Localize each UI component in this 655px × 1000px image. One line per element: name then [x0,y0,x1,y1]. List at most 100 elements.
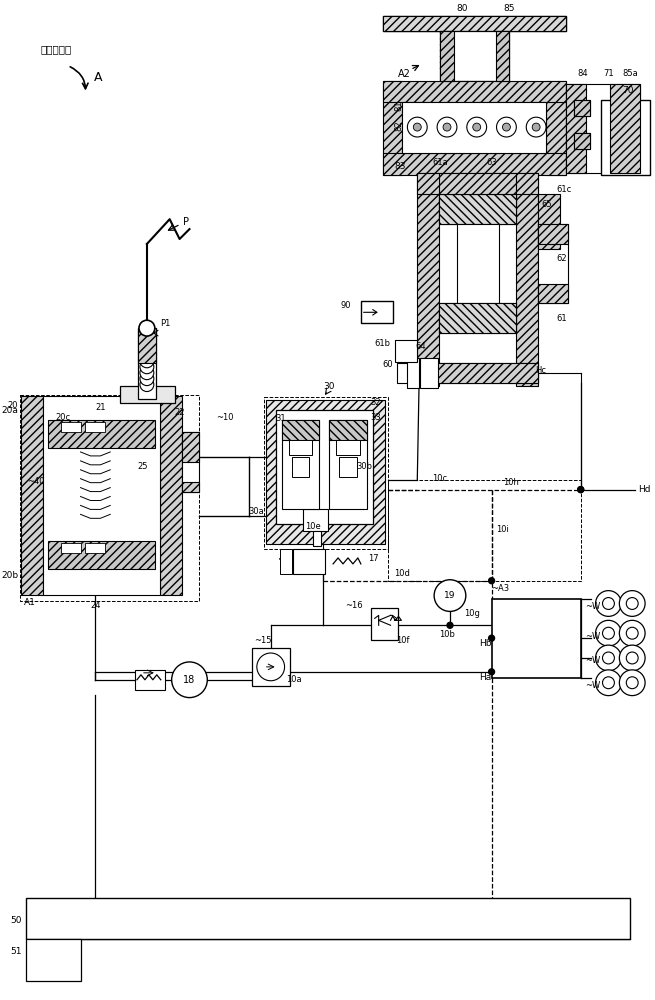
Bar [26,939,81,981]
Bar [546,81,566,175]
Bar [293,549,325,574]
Bar [516,173,538,386]
Bar [383,81,566,102]
Circle shape [626,627,638,639]
Text: 17: 17 [367,554,379,563]
Circle shape [140,360,154,374]
Text: 71: 71 [603,69,614,78]
Bar [336,440,360,455]
Circle shape [532,123,540,131]
Text: Hd: Hd [638,485,650,494]
Circle shape [413,123,421,131]
Text: 64: 64 [415,342,426,351]
Bar [566,84,640,173]
Text: A: A [94,71,102,84]
Text: 10i: 10i [496,525,510,534]
Text: 62: 62 [556,254,567,263]
Text: 84: 84 [578,69,588,78]
Bar [43,396,160,595]
Text: 85a: 85a [622,69,638,78]
Text: 70: 70 [622,86,634,95]
Circle shape [620,591,645,616]
Bar [48,541,155,569]
Text: 10h: 10h [504,478,519,487]
Circle shape [626,652,638,664]
Circle shape [140,354,154,368]
Bar [538,224,568,244]
Bar [252,648,290,686]
Text: 61a: 61a [432,158,448,167]
Text: 30b: 30b [357,462,373,471]
Bar [339,457,357,477]
Bar [396,340,417,362]
Bar [440,31,510,81]
Text: 33: 33 [370,413,381,422]
Circle shape [595,620,622,646]
Bar [86,543,105,553]
Bar [417,173,439,386]
Text: ~W: ~W [585,602,600,611]
Text: 65: 65 [541,200,552,209]
Circle shape [443,123,451,131]
Circle shape [595,645,622,671]
Circle shape [496,117,516,137]
Text: 10d: 10d [394,569,411,578]
Bar [538,284,568,303]
Bar [383,16,566,31]
Text: 10f: 10f [396,636,409,645]
Bar [440,31,454,81]
Bar [383,16,566,31]
Text: 10e: 10e [305,522,321,531]
Circle shape [434,580,466,611]
Circle shape [473,123,481,131]
Text: 81: 81 [394,100,403,111]
Text: Ha: Ha [479,673,491,682]
Bar [61,543,81,553]
Text: 50: 50 [10,916,22,925]
Bar [138,328,156,399]
Bar [538,194,560,249]
Circle shape [526,117,546,137]
Bar [313,531,321,546]
Text: Hb: Hb [479,639,491,648]
Text: 30a: 30a [248,507,264,516]
Circle shape [620,670,645,696]
Bar [361,301,392,323]
Bar [421,358,438,388]
Bar [538,224,568,303]
Circle shape [603,627,614,639]
Circle shape [447,622,453,628]
Text: ~15: ~15 [254,636,271,645]
Text: P: P [183,217,189,227]
Text: Hc: Hc [535,366,546,375]
Bar [371,608,398,640]
Text: 10a: 10a [286,675,301,684]
Text: 80: 80 [456,4,468,13]
Circle shape [578,487,584,493]
Bar [303,509,328,531]
Circle shape [595,670,622,696]
Bar [439,194,516,224]
Circle shape [489,578,495,584]
Bar [21,396,43,595]
Circle shape [407,117,427,137]
Bar [383,81,402,175]
Circle shape [489,635,495,641]
Bar [417,363,538,383]
Bar [402,102,546,153]
Text: ~16: ~16 [345,601,363,610]
Text: 61: 61 [556,314,567,323]
Bar [407,358,419,388]
Bar [276,410,373,524]
Text: 10c: 10c [432,474,447,483]
Circle shape [595,591,622,616]
Circle shape [603,598,614,609]
Circle shape [467,117,487,137]
Text: 82: 82 [394,120,403,131]
Bar [160,396,181,595]
Text: ~10: ~10 [217,413,234,422]
Bar [120,386,175,403]
Bar [574,100,590,116]
Bar [457,224,498,323]
Circle shape [437,117,457,137]
